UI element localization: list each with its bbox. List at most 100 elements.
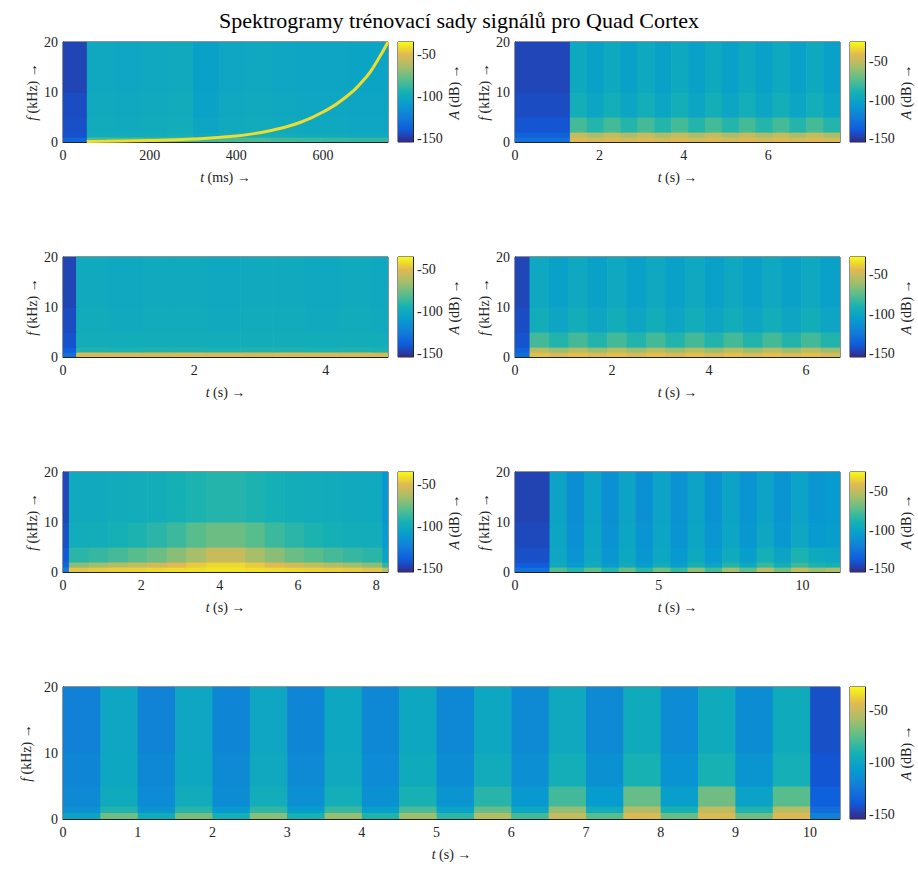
svg-text:-150: -150 xyxy=(869,131,895,146)
svg-text:(s) →: (s) → xyxy=(436,847,472,863)
svg-text:(kHz) →: (kHz) → xyxy=(477,63,493,117)
svg-text:0: 0 xyxy=(60,578,67,593)
svg-text:(dB) →: (dB) → xyxy=(447,279,463,326)
svg-text:(s) →: (s) → xyxy=(662,170,698,186)
svg-text:2: 2 xyxy=(209,825,216,840)
svg-text:(dB) →: (dB) → xyxy=(899,494,915,541)
svg-text:(s) →: (s) → xyxy=(210,600,246,616)
svg-text:6: 6 xyxy=(765,148,772,163)
svg-text:-150: -150 xyxy=(869,561,895,576)
svg-text:10: 10 xyxy=(496,515,510,530)
svg-text:(s) →: (s) → xyxy=(662,600,698,616)
svg-text:-100: -100 xyxy=(417,519,443,534)
svg-text:4: 4 xyxy=(706,363,713,378)
svg-text:0: 0 xyxy=(51,812,58,827)
svg-text:-150: -150 xyxy=(869,346,895,361)
svg-text:0: 0 xyxy=(512,578,519,593)
svg-text:0: 0 xyxy=(51,350,58,365)
svg-text:A: A xyxy=(447,541,462,551)
svg-text:A: A xyxy=(899,541,914,551)
svg-text:10: 10 xyxy=(496,300,510,315)
svg-text:(dB) →: (dB) → xyxy=(447,64,463,111)
svg-text:(s) →: (s) → xyxy=(662,385,698,401)
svg-text:-100: -100 xyxy=(869,755,895,770)
svg-text:20: 20 xyxy=(44,680,58,695)
svg-text:400: 400 xyxy=(226,148,247,163)
svg-text:-100: -100 xyxy=(869,307,895,322)
svg-text:2: 2 xyxy=(138,578,145,593)
svg-text:0: 0 xyxy=(51,565,58,580)
svg-text:6: 6 xyxy=(508,825,515,840)
svg-text:4: 4 xyxy=(358,825,365,840)
svg-text:-50: -50 xyxy=(417,477,436,492)
svg-text:5: 5 xyxy=(433,825,440,840)
svg-text:-50: -50 xyxy=(869,54,888,69)
svg-text:20: 20 xyxy=(496,465,510,480)
svg-text:0: 0 xyxy=(60,148,67,163)
svg-text:8: 8 xyxy=(657,825,664,840)
svg-text:2: 2 xyxy=(191,363,198,378)
svg-text:-150: -150 xyxy=(417,561,443,576)
svg-text:4: 4 xyxy=(322,363,329,378)
svg-text:-50: -50 xyxy=(869,484,888,499)
svg-text:4: 4 xyxy=(680,148,687,163)
svg-text:A: A xyxy=(899,326,914,336)
svg-text:4: 4 xyxy=(216,578,223,593)
svg-text:6: 6 xyxy=(294,578,301,593)
svg-text:0: 0 xyxy=(503,565,510,580)
svg-text:-150: -150 xyxy=(869,807,895,822)
svg-text:0: 0 xyxy=(503,135,510,150)
svg-text:A: A xyxy=(447,111,462,121)
svg-text:-50: -50 xyxy=(869,703,888,718)
svg-text:A: A xyxy=(899,772,914,782)
svg-text:(kHz) →: (kHz) → xyxy=(477,493,493,547)
svg-text:10: 10 xyxy=(44,746,58,761)
svg-text:-150: -150 xyxy=(417,346,443,361)
svg-text:10: 10 xyxy=(796,578,810,593)
svg-text:0: 0 xyxy=(512,148,519,163)
svg-text:A: A xyxy=(447,326,462,336)
svg-text:(kHz) →: (kHz) → xyxy=(25,63,41,117)
svg-text:10: 10 xyxy=(44,300,58,315)
svg-text:5: 5 xyxy=(655,578,662,593)
svg-text:(kHz) →: (kHz) → xyxy=(25,278,41,332)
svg-text:8: 8 xyxy=(373,578,380,593)
svg-text:7: 7 xyxy=(582,825,589,840)
svg-text:(kHz) →: (kHz) → xyxy=(25,493,41,547)
svg-text:9: 9 xyxy=(732,825,739,840)
svg-text:0: 0 xyxy=(512,363,519,378)
svg-text:0: 0 xyxy=(60,825,67,840)
svg-text:-100: -100 xyxy=(869,523,895,538)
svg-text:1: 1 xyxy=(134,825,141,840)
svg-text:A: A xyxy=(899,111,914,121)
svg-text:(kHz) →: (kHz) → xyxy=(19,724,35,778)
svg-text:0: 0 xyxy=(51,135,58,150)
svg-text:-50: -50 xyxy=(417,47,436,62)
svg-text:2: 2 xyxy=(596,148,603,163)
svg-text:Spektrogramy trénovací sady si: Spektrogramy trénovací sady signálů pro … xyxy=(219,8,699,33)
svg-text:(dB) →: (dB) → xyxy=(899,64,915,111)
svg-text:-150: -150 xyxy=(417,131,443,146)
svg-text:20: 20 xyxy=(44,250,58,265)
svg-text:(s) →: (s) → xyxy=(210,385,246,401)
svg-text:-50: -50 xyxy=(417,262,436,277)
svg-text:(ms) →: (ms) → xyxy=(204,170,251,186)
svg-text:10: 10 xyxy=(44,515,58,530)
svg-text:-100: -100 xyxy=(869,93,895,108)
svg-text:200: 200 xyxy=(139,148,160,163)
svg-text:20: 20 xyxy=(496,250,510,265)
svg-text:20: 20 xyxy=(44,35,58,50)
svg-text:20: 20 xyxy=(44,465,58,480)
svg-text:(dB) →: (dB) → xyxy=(899,279,915,326)
svg-text:10: 10 xyxy=(496,85,510,100)
svg-text:3: 3 xyxy=(284,825,291,840)
svg-text:2: 2 xyxy=(609,363,616,378)
svg-text:(dB) →: (dB) → xyxy=(447,494,463,541)
svg-text:-100: -100 xyxy=(417,89,443,104)
svg-text:0: 0 xyxy=(503,350,510,365)
svg-text:(dB) →: (dB) → xyxy=(899,725,915,772)
svg-text:20: 20 xyxy=(496,35,510,50)
svg-text:6: 6 xyxy=(803,363,810,378)
svg-text:-50: -50 xyxy=(869,267,888,282)
svg-text:-100: -100 xyxy=(417,304,443,319)
